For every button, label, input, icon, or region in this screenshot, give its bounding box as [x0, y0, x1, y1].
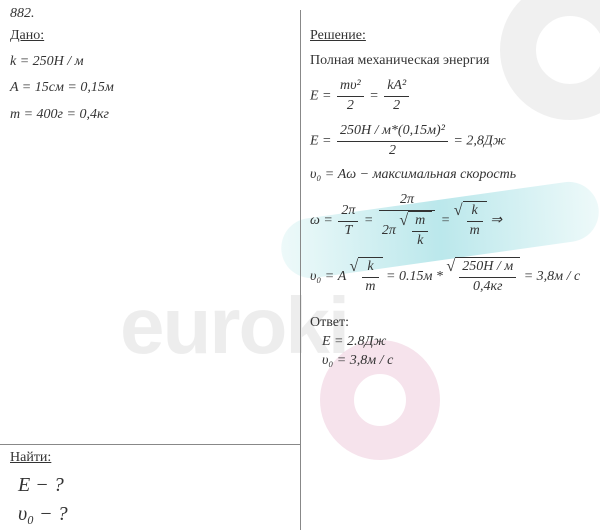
solution-title: Решение:: [310, 28, 590, 44]
eq-lhs: E =: [310, 89, 332, 104]
numerator: 250H / м: [459, 258, 516, 278]
eq-omega: ω = 2π T = 2π 2π √ m k = √: [310, 191, 590, 251]
denominator: m: [362, 278, 378, 297]
numerator: 2π: [338, 202, 358, 222]
fraction: mυ² 2: [337, 77, 364, 116]
answer-line: E = 2.8Дж: [322, 334, 590, 350]
find-item: E − ?: [18, 474, 68, 497]
eq-tail: ⇒: [490, 213, 502, 228]
eq-lhs: ω =: [310, 213, 333, 228]
numerator: mυ²: [337, 77, 364, 97]
eq-mid: = 0.15м *: [386, 269, 443, 284]
horizontal-divider: [0, 444, 300, 445]
vertical-divider: [300, 10, 301, 530]
eq-lhs: E =: [310, 133, 332, 148]
numerator: kA²: [384, 77, 409, 97]
sqrt: √ m k: [399, 211, 432, 251]
eq-rhs: = 3,8м / с: [524, 269, 581, 284]
eq-energy-formula: E = mυ² 2 = kA² 2: [310, 77, 590, 116]
denominator: k: [412, 232, 428, 251]
denominator: m: [467, 222, 483, 241]
given-line: m = 400г = 0,4кг: [10, 105, 300, 125]
fraction: kA² 2: [384, 77, 409, 116]
numerator: k: [362, 258, 378, 278]
solution-block: Решение: Полная механическая энергия E =…: [310, 28, 590, 372]
fraction: 250Н / м*(0,15м)² 2: [337, 122, 448, 161]
numerator: m: [412, 212, 428, 232]
problem-number: 882.: [10, 6, 35, 22]
fraction: m k: [412, 212, 428, 251]
eq-energy-value: E = 250Н / м*(0,15м)² 2 = 2,8Дж: [310, 122, 590, 161]
page-content: 882. Дано: k = 250Н / м A = 15см = 0,15м…: [0, 0, 600, 532]
fraction: 250H / м 0,4кг: [459, 258, 516, 297]
denominator: 2: [337, 142, 448, 161]
eq-mid: =: [369, 89, 378, 104]
given-line: k = 250Н / м: [10, 52, 300, 72]
fraction: k m: [467, 202, 483, 241]
fraction: 2π T: [338, 202, 358, 241]
answer-title: Ответ:: [310, 315, 590, 331]
find-item: υ₀ − ?: [18, 503, 68, 526]
eq-v0: υ₀ = A √ k m = 0.15м * √ 250H / м 0,4кг …: [310, 257, 590, 297]
denominator: 2: [337, 97, 364, 116]
v0-definition: υ₀ = Aω − максимальная скорость: [310, 166, 590, 185]
denominator: 2π √ m k: [379, 211, 435, 251]
numerator: 2π: [379, 191, 435, 211]
eq-mid: =: [364, 213, 373, 228]
denominator: 0,4кг: [459, 278, 516, 297]
denominator: 2: [384, 97, 409, 116]
find-block: Найти: E − ? υ₀ − ?: [10, 450, 68, 530]
given-block: Дано: k = 250Н / м A = 15см = 0,15м m = …: [10, 28, 300, 131]
sqrt: √ k m: [350, 257, 383, 297]
eq-mid: =: [441, 213, 450, 228]
denominator: T: [338, 222, 358, 241]
solution-heading: Полная механическая энергия: [310, 52, 590, 71]
answer-line: υ₀ = 3,8м / с: [322, 353, 590, 369]
eq-lhs: υ₀ = A: [310, 269, 346, 284]
given-title: Дано:: [10, 28, 300, 44]
numerator: 250Н / м*(0,15м)²: [337, 122, 448, 142]
den-outer: 2π: [382, 223, 396, 238]
given-line: A = 15см = 0,15м: [10, 78, 300, 98]
sqrt: √ 250H / м 0,4кг: [446, 257, 520, 297]
find-title: Найти:: [10, 450, 68, 466]
answer-block: Ответ: E = 2.8Дж υ₀ = 3,8м / с: [310, 315, 590, 369]
eq-rhs: = 2,8Дж: [453, 133, 505, 148]
numerator: k: [467, 202, 483, 222]
fraction: k m: [362, 258, 378, 297]
sqrt: √ k m: [454, 201, 487, 241]
fraction: 2π 2π √ m k: [379, 191, 435, 251]
